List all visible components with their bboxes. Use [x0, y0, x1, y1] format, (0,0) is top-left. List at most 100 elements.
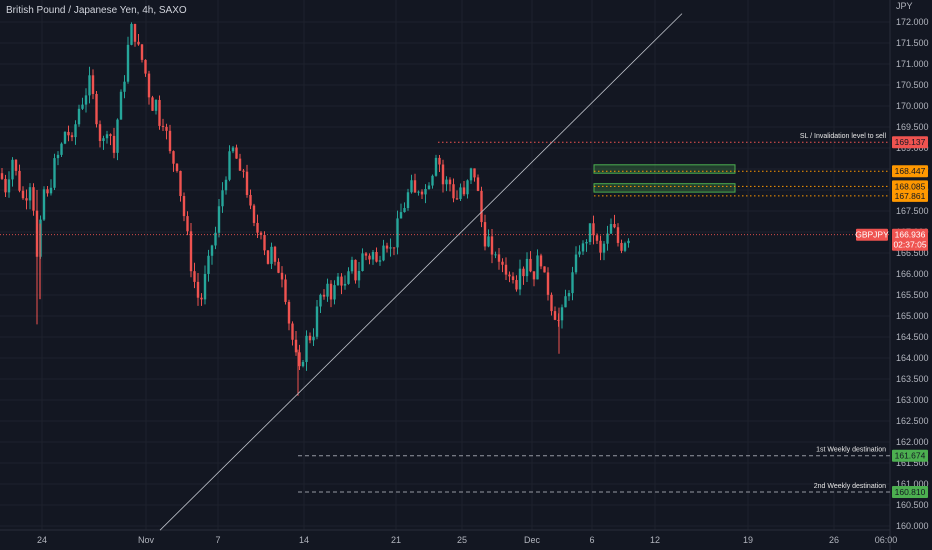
- candle-up: [487, 236, 490, 247]
- time-tick-label: 26: [829, 535, 839, 545]
- candle-down: [161, 125, 165, 127]
- candle-up: [571, 272, 574, 294]
- price-tick-label: 160.000: [896, 521, 929, 531]
- candle-down: [235, 147, 238, 159]
- candle-up: [343, 283, 347, 286]
- candle-down: [539, 255, 543, 267]
- candle-up: [350, 259, 354, 272]
- candle-down: [284, 279, 287, 302]
- candle-up: [417, 191, 420, 193]
- candle-up: [357, 271, 361, 281]
- price-tag: [892, 180, 928, 193]
- candle-up: [567, 293, 571, 297]
- time-tick-label: 7: [215, 535, 220, 545]
- price-tick-label: 169.500: [896, 122, 929, 132]
- price-tag-label: 161.674: [895, 451, 926, 461]
- candle-down: [14, 159, 18, 171]
- symbol-tag: [856, 228, 888, 241]
- candle-down: [91, 75, 95, 94]
- candle-up: [602, 243, 606, 253]
- candle-down: [140, 44, 144, 60]
- price-tag-label: 167.861: [895, 191, 926, 201]
- time-axis[interactable]: 24 Nov 7 14 21 25 Dec 6 12 19 26 06:00: [37, 535, 897, 545]
- candle-down: [392, 247, 396, 249]
- candle-down: [25, 198, 28, 201]
- price-tag: [892, 449, 928, 462]
- candle-up: [396, 218, 399, 248]
- candle-up: [333, 285, 336, 300]
- candle-down: [483, 222, 487, 247]
- candle-down: [613, 224, 616, 228]
- candle-up: [319, 294, 322, 307]
- candle-up: [410, 180, 413, 193]
- candle-down: [504, 264, 508, 275]
- price-tick-label: 171.500: [896, 38, 929, 48]
- candle-down: [553, 311, 557, 320]
- candle-down: [298, 352, 301, 367]
- price-tag: [892, 136, 928, 149]
- candle-up: [466, 180, 469, 195]
- price-tick-label: 165.500: [896, 290, 929, 300]
- candle-down: [340, 276, 343, 286]
- candle-down: [441, 164, 445, 185]
- candle-down: [462, 187, 466, 195]
- drawings-layer: SL / Invalidation level to sell 1st Weekl…: [0, 13, 890, 531]
- candle-down: [144, 59, 147, 74]
- candle-down: [70, 135, 74, 138]
- candle-up: [588, 223, 592, 242]
- candle-up: [623, 243, 627, 251]
- candle-up: [382, 245, 385, 261]
- candle-up: [60, 143, 63, 155]
- price-tick-label: 162.500: [896, 416, 929, 426]
- zone-box: [593, 183, 736, 193]
- candle-up: [525, 258, 529, 277]
- candle-down: [168, 130, 172, 152]
- candle-down: [529, 258, 532, 272]
- price-tag-label: 168.085: [895, 181, 926, 191]
- candle-down: [179, 170, 182, 197]
- candle-up: [221, 190, 224, 207]
- candle-up: [406, 192, 410, 209]
- candle-up: [119, 91, 123, 120]
- countdown-label: 02:37:05: [893, 240, 926, 250]
- candle-down: [543, 266, 546, 273]
- time-tick-label: Nov: [138, 535, 155, 545]
- candle-down: [4, 178, 7, 193]
- candle-down: [308, 335, 312, 341]
- candle-up: [459, 187, 462, 199]
- candle-down: [294, 339, 298, 353]
- candle-up: [270, 246, 273, 264]
- candle-down: [476, 177, 480, 191]
- candle-up: [581, 243, 585, 252]
- candle-up: [11, 159, 14, 180]
- candle-down: [193, 271, 196, 282]
- candle-down: [287, 301, 291, 324]
- candle-down: [322, 294, 326, 297]
- price-tick-label: 164.500: [896, 332, 929, 342]
- candle-down: [599, 240, 602, 253]
- candle-down: [133, 23, 137, 42]
- price-tick-label: 162.000: [896, 437, 929, 447]
- candle-down: [354, 259, 357, 281]
- price-tag: [892, 165, 928, 178]
- time-tick-label: 14: [299, 535, 309, 545]
- candle-up: [217, 206, 221, 233]
- candle-up: [81, 104, 84, 109]
- price-tag-label: 160.810: [895, 487, 926, 497]
- price-tick-label: 171.000: [896, 59, 929, 69]
- candle-down: [291, 323, 294, 340]
- candle-up: [207, 255, 210, 274]
- candle-up: [399, 212, 403, 219]
- candle-up: [42, 189, 46, 220]
- candle-down: [448, 179, 452, 185]
- candle-down: [522, 268, 525, 277]
- candle-up: [361, 253, 364, 272]
- candle-down: [151, 97, 154, 111]
- candle-down: [616, 227, 620, 243]
- candle-down: [452, 184, 455, 199]
- price-tick-label: 166.500: [896, 248, 929, 258]
- price-tick-label: 161.000: [896, 479, 929, 489]
- price-tick-label: 172.000: [896, 17, 929, 27]
